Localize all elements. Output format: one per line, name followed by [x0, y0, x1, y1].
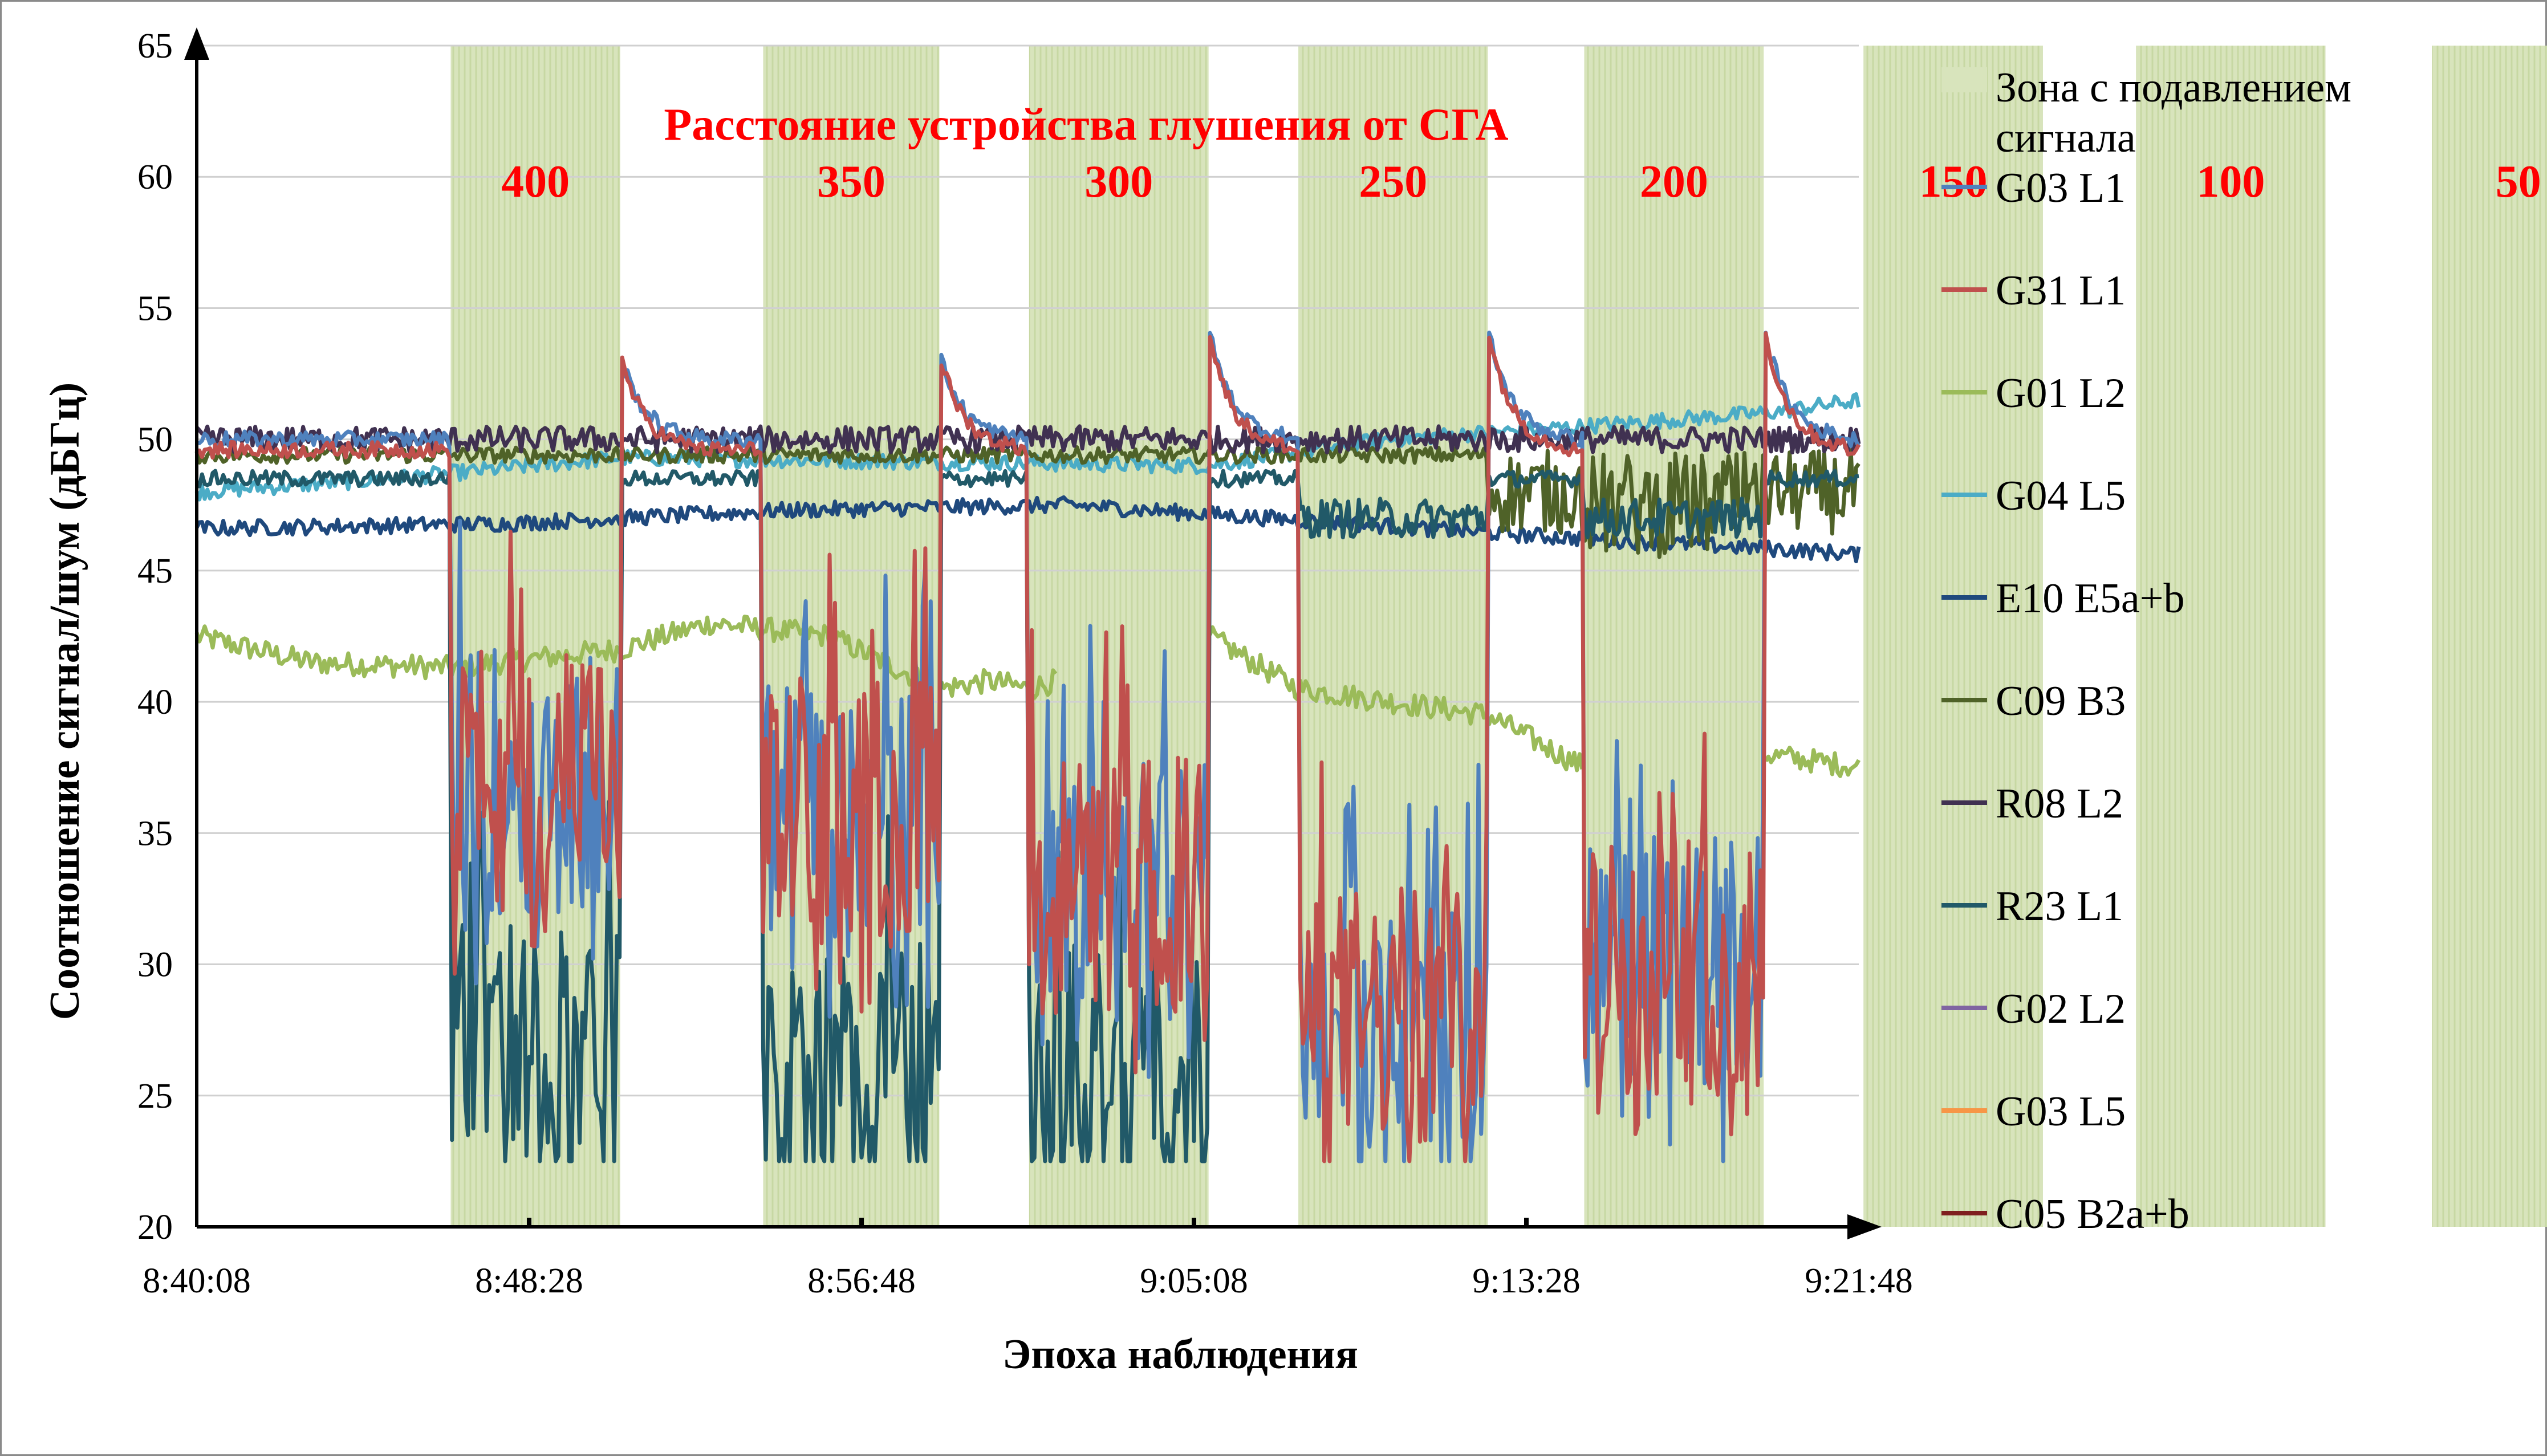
distance-label-250: 250 — [1359, 157, 1427, 207]
annotation-title: Расстояние устройства глушения от СГА — [664, 100, 1508, 150]
distance-labels: 400 350 300 250 200 150 100 50 — [501, 157, 2541, 207]
x-tick-2: 8:56:48 — [807, 1262, 915, 1300]
distance-label-150: 150 — [1919, 157, 1988, 207]
y-tick-30: 30 — [137, 946, 173, 985]
jamming-zone-6 — [2136, 46, 2326, 1227]
y-tick-20: 20 — [137, 1208, 173, 1247]
y-tick-40: 40 — [137, 683, 173, 722]
y-tick-65: 65 — [137, 27, 173, 66]
jamming-zone-7 — [2432, 46, 2547, 1227]
legend-label-9: G03 L5 — [1996, 1088, 2126, 1135]
distance-label-200: 200 — [1640, 157, 1708, 207]
y-tick-25: 25 — [137, 1077, 173, 1116]
y-tick-50: 50 — [137, 421, 173, 459]
y-tick-labels: 20 25 30 35 40 45 50 55 60 65 — [137, 27, 173, 1247]
y-tick-45: 45 — [137, 552, 173, 591]
series-line-r08-l2 — [195, 424, 1861, 455]
legend-label-3: G04 L5 — [1996, 473, 2126, 519]
legend-label-1: G31 L1 — [1996, 267, 2126, 314]
legend-label-8: G02 L2 — [1996, 986, 2126, 1032]
legend-label-zone: Зона с подавлением сигнала — [1996, 64, 2351, 161]
x-tick-1: 8:48:28 — [475, 1262, 583, 1300]
series-line-g31-l1 — [197, 331, 1861, 1164]
distance-label-300: 300 — [1084, 157, 1153, 207]
series-lines — [194, 330, 1861, 1164]
distance-label-400: 400 — [501, 157, 570, 207]
y-tick-60: 60 — [137, 158, 173, 197]
x-tick-0: 8:40:08 — [143, 1262, 250, 1300]
legend-label-0: G03 L1 — [1996, 165, 2126, 212]
x-tick-labels: 8:40:08 8:48:28 8:56:48 9:05:08 9:13:28 9:21:… — [143, 1218, 1913, 1300]
x-tick-3: 9:05:08 — [1140, 1262, 1248, 1300]
y-axis-arrow — [184, 27, 209, 60]
y-tick-35: 35 — [137, 814, 173, 853]
x-axis-arrow — [1847, 1214, 1882, 1239]
legend-label-2: G01 L2 — [1996, 370, 2126, 417]
jamming-zone-5 — [1863, 46, 2043, 1227]
jamming-zone-4 — [1584, 46, 1764, 1227]
distance-label-100: 100 — [2196, 157, 2265, 207]
x-axis-title: Эпоха наблюдения — [1002, 1331, 1358, 1378]
x-tick-4: 9:13:28 — [1472, 1262, 1580, 1300]
legend-label-10: C05 B2a+b — [1996, 1191, 2189, 1238]
distance-label-50: 50 — [2496, 157, 2541, 207]
axes — [184, 27, 1882, 1239]
y-axis-title: Соотношение сигнал/шум (дБГц) — [42, 383, 88, 1020]
y-tick-55: 55 — [137, 289, 173, 328]
distance-label-350: 350 — [817, 157, 885, 207]
legend-label-5: C09 B3 — [1996, 678, 2126, 725]
legend-swatch-zone — [1941, 67, 1987, 92]
legend-label-4: E10 E5a+b — [1996, 575, 2184, 622]
legend-label-6: R08 L2 — [1996, 780, 2123, 827]
series-line-g01-l2 — [194, 615, 1861, 778]
x-tick-5: 9:21:48 — [1805, 1262, 1912, 1300]
jamming-zone-0 — [450, 46, 620, 1227]
legend-label-7: R23 L1 — [1996, 883, 2123, 930]
